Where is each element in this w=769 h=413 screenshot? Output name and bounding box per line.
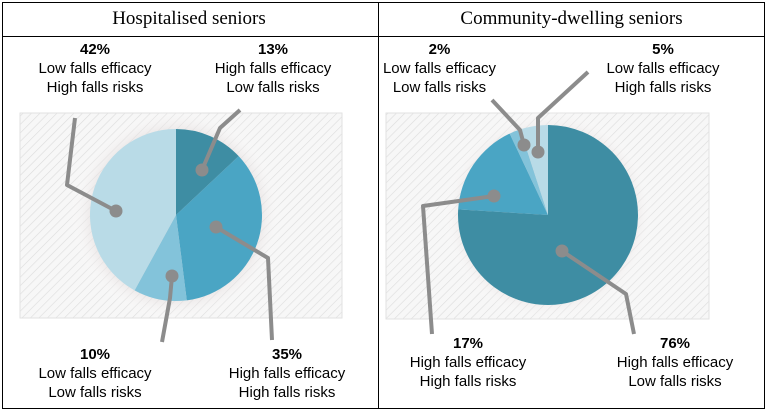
figure-frame xyxy=(2,2,765,409)
leader-comm-low-efficacy-high-risk xyxy=(536,70,590,152)
data-label-hosp-low-efficacy-high-risk: 42% Low falls efficacy High falls risks xyxy=(38,41,152,96)
leader-comm-high-efficacy-low-risk xyxy=(560,249,636,335)
leader-comm-low-efficacy-low-risk-marker xyxy=(517,138,531,152)
leader-hosp-low-efficacy-high-risk-marker xyxy=(109,204,123,218)
panel-title-community: Community-dwelling seniors xyxy=(460,8,683,29)
leader-hosp-high-efficacy-high-risk-marker xyxy=(209,220,223,234)
pie-slice-hosp-low-efficacy-high-risk xyxy=(90,129,176,291)
leader-hosp-high-efficacy-high-risk xyxy=(214,225,274,341)
panel-divider xyxy=(378,3,379,408)
data-label-comm-high-efficacy-low-risk: 76% High falls efficacy Low falls risks xyxy=(616,335,734,390)
data-label-hosp-low-efficacy-low-risk: 10% Low falls efficacy Low falls risks xyxy=(38,346,152,401)
data-label-hosp-high-efficacy-low-risk: 13% High falls efficacy Low falls risks xyxy=(214,41,332,96)
leader-hosp-high-efficacy-low-risk-marker xyxy=(195,163,209,177)
leader-hosp-low-efficacy-high-risk xyxy=(65,117,117,213)
data-label-hosp-high-efficacy-high-risk: 35% High falls efficacy High falls risks xyxy=(228,346,346,401)
leader-comm-low-efficacy-high-risk-marker xyxy=(531,145,545,159)
leader-comm-high-efficacy-low-risk-marker xyxy=(555,244,569,258)
leader-lines xyxy=(65,70,636,343)
leader-comm-high-efficacy-high-risk-marker xyxy=(487,189,501,203)
header-divider xyxy=(3,36,764,37)
leader-hosp-low-efficacy-low-risk xyxy=(160,275,174,343)
data-label-comm-low-efficacy-high-risk: 5% Low falls efficacy High falls risks xyxy=(606,41,720,96)
leader-hosp-high-efficacy-low-risk xyxy=(200,108,242,171)
leader-hosp-low-efficacy-low-risk-marker xyxy=(165,269,179,283)
pie-slice-comm-low-efficacy-low-risk xyxy=(509,129,548,215)
leader-comm-high-efficacy-high-risk xyxy=(421,194,495,335)
data-label-comm-high-efficacy-high-risk: 17% High falls efficacy High falls risks xyxy=(409,335,527,390)
panel-title-hospitalised: Hospitalised seniors xyxy=(112,8,266,29)
data-label-comm-low-efficacy-low-risk: 2% Low falls efficacy Low falls risks xyxy=(382,41,497,96)
pie-community xyxy=(457,125,639,305)
pie-slice-comm-high-efficacy-high-risk xyxy=(458,133,548,215)
